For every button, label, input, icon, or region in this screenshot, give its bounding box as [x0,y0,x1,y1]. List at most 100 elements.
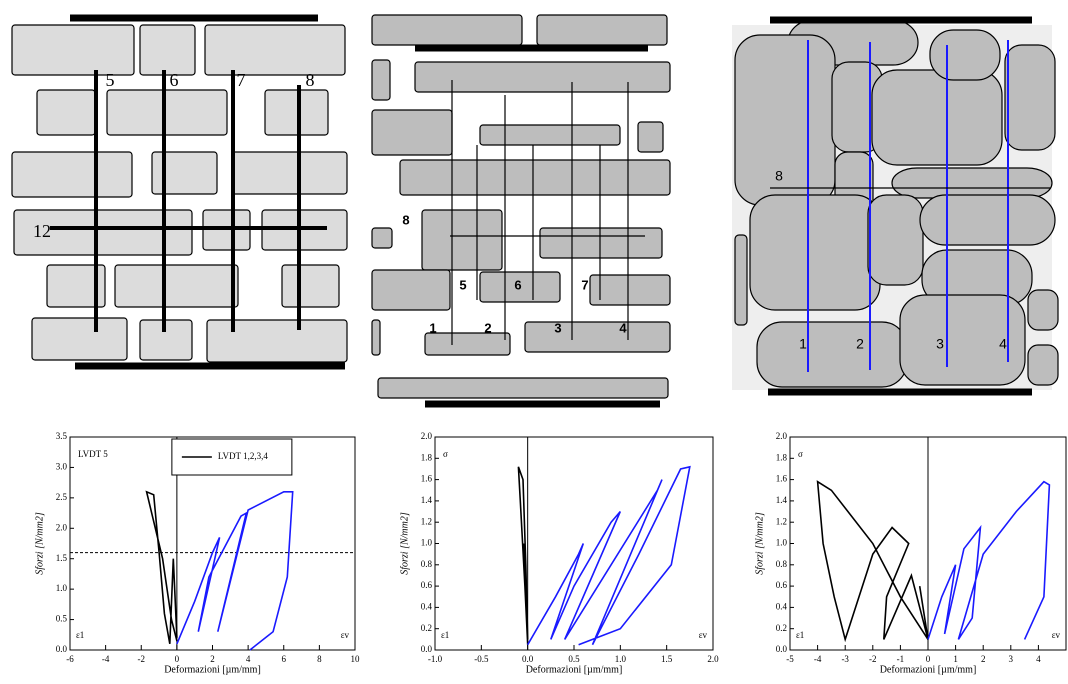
stone [868,195,923,285]
y-tick-label: 0.8 [421,559,433,569]
y-tick-label: 0.4 [776,601,788,611]
stone [1005,45,1055,150]
y-axis-title: Sforzi [N/mm2] [399,512,410,575]
stone [537,15,667,45]
x-tick-label: -4 [102,654,110,664]
stone [372,15,522,45]
y-tick-label: 1.5 [56,553,68,563]
y-axis-title: Sforzi [N/mm2] [34,512,45,575]
lvdt-label: 1 [429,320,436,335]
x-tick-label: -5 [786,654,794,664]
x-tick-label: -1.0 [428,654,443,664]
y-tick-label: 1.8 [421,452,433,462]
x-tick-label: -3 [841,654,849,664]
x-tick-label: 1 [953,654,958,664]
y-tick-label: 0.6 [421,580,433,590]
x-tick-label: 2.0 [707,654,719,664]
lvdt-label: 6 [170,70,179,90]
lvdt-label: 2 [856,336,864,352]
stone [872,70,1002,165]
stone [540,228,662,258]
y-tick-label: 0.2 [776,623,787,633]
stone [107,90,227,135]
x-tick-label: 6 [282,654,287,664]
stone [892,168,1052,198]
lvdt-label: 3 [554,320,561,335]
x-tick-label: 4 [1036,654,1041,664]
stone [525,322,670,352]
x-tick-label: -2 [869,654,877,664]
x-tick-label: 2 [981,654,986,664]
stone [372,270,450,310]
stone [372,60,390,100]
lvdt-label: 4 [619,320,627,335]
stone [920,195,1055,245]
annotation: εv [699,630,708,640]
y-tick-label: 3.5 [56,431,68,441]
lvdt-label: 4 [999,336,1007,352]
annotation: εv [341,630,350,640]
x-tick-label: 2 [210,654,215,664]
y-tick-label: 1.2 [776,516,787,526]
series-line [528,467,690,645]
stone [422,210,502,270]
x-tick-label: -2 [138,654,146,664]
stone [415,62,670,92]
stone [152,152,217,194]
x-tick-label: 1.5 [661,654,673,664]
x-tick-label: 4 [246,654,251,664]
y-tick-label: 2.5 [56,492,68,502]
series-line [818,482,928,640]
x-axis-title: Deformazioni [µm/mm] [526,664,623,675]
lvdt-label: 8 [775,168,783,184]
stone [12,152,132,197]
y-tick-label: 0.8 [776,559,788,569]
stone [425,333,510,355]
series-line [518,467,527,645]
annotation: ε1 [76,630,84,640]
series-line [147,492,177,644]
stone [32,318,127,360]
stone [378,378,668,398]
lvdt-label: 7 [581,277,588,292]
stone [480,125,620,145]
x-tick-label: -6 [66,654,74,664]
y-tick-label: 1.0 [421,538,433,548]
stone [1028,290,1058,330]
annotation: σ [798,449,803,459]
series-line [928,482,1049,640]
annotation: ε1 [796,630,804,640]
stone [930,30,1000,80]
stone [757,322,907,387]
x-axis-title: Deformazioni [µm/mm] [880,664,977,675]
x-tick-label: -1 [897,654,905,664]
stone [400,160,670,195]
y-tick-label: 0.2 [421,623,432,633]
y-tick-label: 1.8 [776,452,788,462]
y-tick-label: 1.4 [776,495,788,505]
x-tick-label: -0.5 [474,654,489,664]
y-tick-label: 1.2 [421,516,432,526]
stone [282,265,339,307]
stone [372,228,392,248]
x-tick-label: 8 [317,654,322,664]
annotation: LVDT 5 [78,449,108,459]
y-tick-label: 0.0 [56,644,68,654]
x-tick-label: 0 [926,654,931,664]
y-tick-label: 0.5 [56,614,68,624]
stone [115,265,238,307]
stone [750,195,880,310]
y-tick-label: 2.0 [421,431,433,441]
y-tick-label: 1.6 [421,474,433,484]
annotation: εv [1052,630,1061,640]
x-tick-label: 3 [1009,654,1014,664]
y-tick-label: 0.4 [421,601,433,611]
annotation: ε1 [441,630,449,640]
stone [638,122,663,152]
lvdt-label: 5 [106,70,115,90]
stone [735,235,747,325]
x-tick-label: 1.0 [615,654,627,664]
x-tick-label: 0.0 [522,654,534,664]
stone [207,320,347,362]
y-tick-label: 2.0 [776,431,788,441]
